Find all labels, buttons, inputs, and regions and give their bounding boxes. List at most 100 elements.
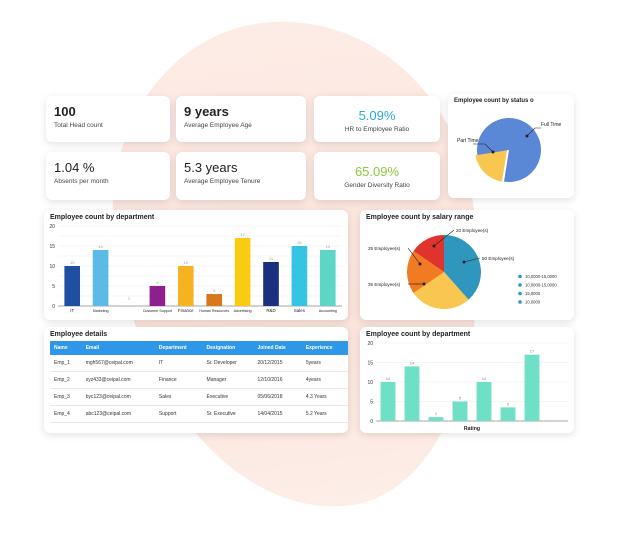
bar-value-label: 10 [184,260,189,265]
legend-marker [518,292,522,296]
bar [64,266,80,306]
y-tick-label: 0 [52,304,55,310]
bar [477,382,492,421]
bar-value-label: 14 [326,244,331,249]
x-tick-label: Accounting [319,309,337,313]
table-cell: 5.2 Years [302,406,348,423]
stat-card-head-count: 100 Total Head count [46,96,170,142]
bar [93,250,109,306]
table-cell: Support [155,406,203,423]
y-tick-label: 5 [370,399,373,405]
y-tick-label: 15 [49,244,55,250]
status-pie-chart: Full Time Part Time [448,94,574,198]
table-cell: mgh567@ceipal.com [82,355,155,372]
table-cell: Finance [155,372,203,389]
x-tick-label: R&D [266,308,275,313]
stat-card-employee-age: 9 years Average Employee Age [176,96,306,142]
table-cell: xyz433@ceipal.com [82,372,155,389]
stat-value: 9 years [184,104,229,119]
stat-value: 65.09% [314,164,440,179]
salary-chart-card: Employee count by salary range 50 Employ… [360,210,574,320]
table-cell: Manager [203,372,254,389]
x-tick-label: Advertising [234,309,252,313]
pie-label-full-time: Full Time [541,122,562,128]
bar-value-label: 5 [156,280,159,285]
table-cell: 4years [302,372,348,389]
legend-entry: 10,0000 [525,300,541,305]
salary-pie-chart: 50 Employee(s) 35 Employee(s) 25 Employee(… [360,210,574,320]
bar-value-label: 1 [435,411,438,416]
legend-entry: 10,0000-15,0000 [525,274,557,279]
legend-entry: 10,0000-15,0000 [525,283,557,288]
stat-value: 5.09% [314,108,440,123]
bar [405,366,420,421]
column-header: Experience [302,341,348,355]
x-tick-label: IT [70,308,74,313]
y-tick-label: 20 [49,224,55,230]
x-tick-label: Sales [294,308,306,313]
bar [381,382,396,421]
stat-card-tenure: 5.3 years Average Employee Tenure [176,152,306,200]
bar [235,238,251,306]
bar-value-label: 10 [386,376,391,381]
bar [320,250,336,306]
y-tick-label: 5 [52,284,55,290]
table-cell: Emp_1 [50,355,82,372]
bar-value-label: 5 [459,396,462,401]
stat-value: 1.04 % [54,160,94,175]
table-cell: 12/10/2016 [253,372,301,389]
stat-label: Average Employee Age [184,122,252,129]
pie-label: 35 Employee(s) [368,282,401,287]
bar [150,286,166,306]
x-tick-label: Human Resources [199,309,229,313]
bar-value-label: 15 [297,240,302,245]
table-cell: 05/06/2018 [253,389,301,406]
table-cell: 5years [302,355,348,372]
y-tick-label: 20 [367,341,373,347]
bar [263,262,279,306]
table-cell: Sr. Developer [203,355,254,372]
y-tick-label: 10 [49,264,55,270]
stat-label: Average Employee Tenure [184,178,260,185]
x-tick-label: Customer Support [143,309,172,313]
legend-marker [518,275,522,279]
bar [292,246,308,306]
stat-label: Gender Diversity Ratio [314,182,440,189]
stat-label: HR to Employee Ratio [314,126,440,133]
stat-label: Absents per month [54,178,109,185]
legend-marker [518,283,522,287]
bar-value-label: 11 [269,256,274,261]
table-cell: 4.3 Years [302,389,348,406]
pie-label-part-time: Part Time [457,138,479,144]
stat-value: 100 [54,104,76,119]
pie-label: 50 Employee(s) [482,256,515,261]
y-tick-label: 10 [367,380,373,386]
table-cell: 14/04/2015 [253,406,301,423]
table-cell: Emp_3 [50,389,82,406]
bar-value-label: 17 [240,232,245,237]
bar [429,417,444,421]
pie-label: 25 Employee(s) [368,246,401,251]
column-header: Email [82,341,155,355]
stat-card-hr-ratio: 5.09% HR to Employee Ratio [314,96,440,142]
table-cell: 20/12/2015 [253,355,301,372]
bar-value-label: 17 [530,349,535,354]
table-cell: byc123@ceipal.com [82,389,155,406]
column-header: Name [50,341,82,355]
column-header: Joined Date [253,341,301,355]
bar-value-label: 10 [70,260,75,265]
legend-entry: 15,0000 [525,291,541,296]
y-tick-label: 15 [367,360,373,366]
stat-card-absents: 1.04 % Absents per month [46,152,170,200]
legend-marker [518,300,522,304]
